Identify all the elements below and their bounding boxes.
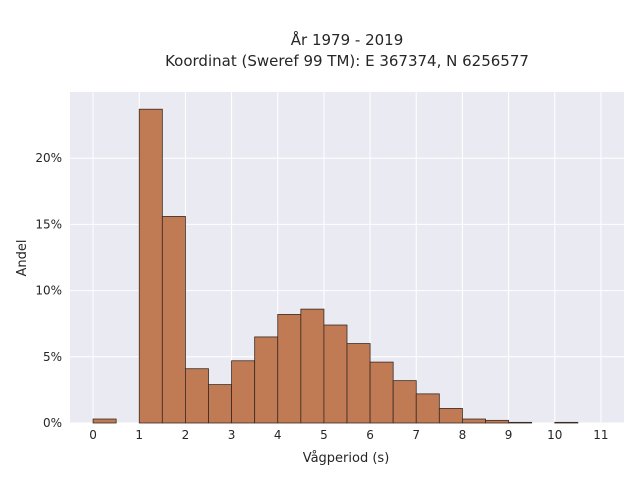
histogram-bar bbox=[369, 361, 394, 424]
x-tick-label: 11 bbox=[593, 428, 608, 442]
histogram-bar bbox=[254, 336, 279, 424]
x-tick-label: 10 bbox=[547, 428, 562, 442]
x-tick-label: 8 bbox=[459, 428, 467, 442]
histogram-bar bbox=[185, 368, 209, 424]
y-tick-label: 15% bbox=[35, 217, 62, 231]
x-tick-label: 7 bbox=[412, 428, 420, 442]
histogram-bar bbox=[346, 343, 371, 424]
x-tick-label: 3 bbox=[228, 428, 236, 442]
x-axis-label: Vågperiod (s) bbox=[303, 451, 390, 466]
histogram-bar bbox=[462, 418, 486, 424]
x-tick-label: 1 bbox=[135, 428, 143, 442]
y-tick-label: 10% bbox=[35, 284, 62, 298]
histogram-bar bbox=[92, 418, 117, 424]
x-tick-label: 6 bbox=[366, 428, 374, 442]
y-axis-label: Andel bbox=[15, 240, 30, 277]
histogram-bar bbox=[508, 421, 533, 424]
x-tick-label: 2 bbox=[182, 428, 190, 442]
x-tick-label: 4 bbox=[274, 428, 282, 442]
histogram-bar bbox=[554, 421, 579, 424]
histogram-bar bbox=[323, 324, 348, 424]
histogram-bar bbox=[161, 216, 186, 424]
histogram-bar bbox=[277, 314, 302, 424]
y-tick-label: 20% bbox=[35, 151, 62, 165]
y-tick-labels: 0% 5% 10% 15% 20% bbox=[35, 151, 62, 430]
x-tick-labels: 0 1 2 3 4 5 6 7 8 9 10 11 bbox=[89, 428, 608, 442]
y-tick-label: 0% bbox=[43, 416, 62, 430]
histogram-bar bbox=[231, 360, 256, 424]
histogram-bar bbox=[485, 419, 509, 424]
x-tick-label: 9 bbox=[505, 428, 513, 442]
histogram-bar bbox=[138, 108, 163, 424]
histogram-bar bbox=[208, 384, 232, 424]
y-tick-label: 5% bbox=[43, 350, 62, 364]
chart-title-line2: Koordinat (Sweref 99 TM): E 367374, N 62… bbox=[165, 52, 529, 70]
x-tick-label: 5 bbox=[320, 428, 328, 442]
chart-title-line1: År 1979 - 2019 bbox=[291, 30, 404, 49]
bars bbox=[92, 108, 579, 424]
histogram-bar bbox=[300, 308, 325, 424]
histogram-bar bbox=[438, 408, 463, 424]
x-tick-label: 0 bbox=[89, 428, 97, 442]
histogram-bar bbox=[415, 393, 440, 424]
histogram-bar bbox=[392, 380, 417, 424]
